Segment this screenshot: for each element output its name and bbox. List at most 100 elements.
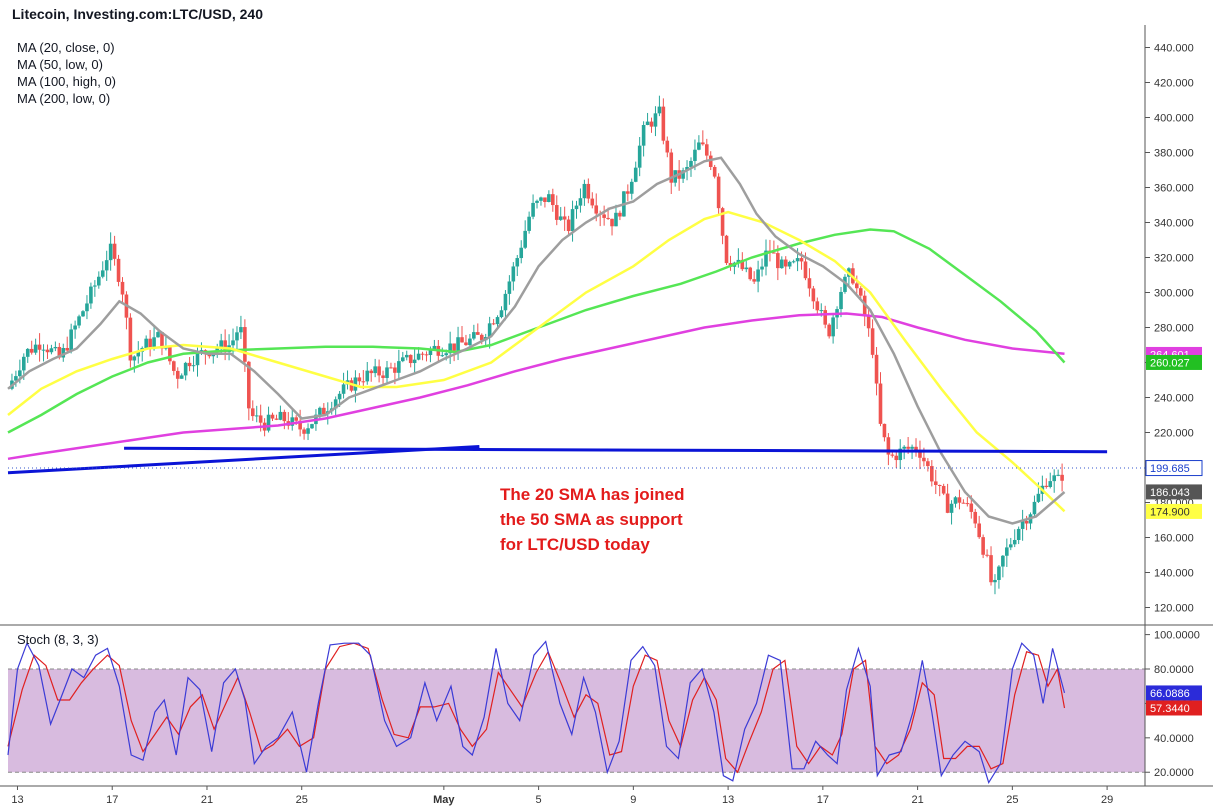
candle-body <box>1016 528 1021 540</box>
candle-body <box>811 288 816 302</box>
candle-body <box>961 502 966 504</box>
candle-body <box>400 357 405 362</box>
candle-body <box>539 197 543 201</box>
price-badge-4: 186.043 <box>1150 487 1190 499</box>
candle-body <box>389 367 393 369</box>
candle-body <box>306 428 310 434</box>
candle-body <box>547 194 551 202</box>
candle-body <box>112 243 117 259</box>
candle-body <box>957 497 962 503</box>
candle-body <box>85 303 89 312</box>
candle-body <box>25 348 30 357</box>
candle-body <box>1008 544 1013 548</box>
candle-body <box>270 414 275 419</box>
candle-body <box>693 149 697 161</box>
candle-body <box>444 353 449 356</box>
candle-body <box>515 258 520 267</box>
candle-body <box>511 266 516 282</box>
candle-body <box>97 276 101 286</box>
candle-body <box>945 493 950 513</box>
candle-body <box>566 219 571 232</box>
candle-body <box>902 446 906 449</box>
candle-body <box>815 301 820 311</box>
candle-body <box>460 337 464 343</box>
price-axis-tick-label: 400.000 <box>1154 113 1194 125</box>
candle-body <box>637 145 642 168</box>
candle-body <box>993 579 997 583</box>
stoch-axis-tick-label: 80.0000 <box>1154 664 1194 676</box>
stoch-badge-1-bg <box>1146 685 1202 701</box>
candle-body <box>740 259 745 270</box>
candle-body <box>100 270 105 277</box>
candle-body <box>136 351 141 357</box>
candle-body <box>681 170 685 179</box>
candle-body <box>949 503 954 513</box>
candle-body <box>1060 474 1064 481</box>
candle-body <box>985 554 989 556</box>
candle-body <box>456 337 460 351</box>
candle-body <box>49 348 54 353</box>
candle-body <box>108 243 113 261</box>
candle-body <box>448 343 452 354</box>
price-axis-tick-label: 220.000 <box>1154 428 1194 440</box>
candle-body <box>937 484 942 486</box>
candle-body <box>926 461 930 467</box>
candle-body <box>669 152 674 183</box>
candle-body <box>183 362 188 376</box>
time-axis-tick-label: 25 <box>296 794 308 806</box>
candle-body <box>712 166 717 177</box>
candle-body <box>278 411 283 420</box>
candle-body <box>175 370 180 379</box>
stoch-badge-2-bg <box>1146 700 1202 716</box>
candle-body <box>408 354 413 364</box>
candle-body <box>977 523 981 538</box>
candle-body <box>748 267 753 280</box>
candle-body <box>254 415 259 417</box>
candle-body <box>574 205 579 210</box>
candle-body <box>377 366 381 376</box>
candle-body <box>1012 539 1017 545</box>
candle-body <box>578 198 583 206</box>
candle-body <box>195 351 200 366</box>
candle-body <box>89 286 93 304</box>
candle-body <box>570 209 575 232</box>
candle-body <box>989 555 993 583</box>
candle-body <box>499 310 504 318</box>
candle-body <box>562 216 567 220</box>
candle-body <box>803 261 808 279</box>
candle-body <box>886 437 891 455</box>
candle-body <box>554 205 559 220</box>
candle-body <box>551 194 555 206</box>
candle-body <box>393 367 397 373</box>
candle-body <box>1005 547 1009 556</box>
candle-body <box>685 166 689 171</box>
candle-body <box>223 340 227 353</box>
candle-body <box>144 338 148 348</box>
price-axis-tick-label: 440.000 <box>1154 43 1194 55</box>
candle-body <box>132 356 137 361</box>
candle-body <box>476 332 480 335</box>
candle-body <box>626 191 630 194</box>
candle-body <box>1048 481 1053 487</box>
candle-body <box>33 344 38 353</box>
candle-body <box>294 417 298 421</box>
candle-body <box>53 346 58 349</box>
candle-body <box>799 258 804 262</box>
candle-body <box>649 121 654 127</box>
candle-body <box>18 370 22 377</box>
candle-body <box>839 291 843 310</box>
candle-body <box>586 183 591 199</box>
candle-body <box>1001 555 1005 567</box>
candle-body <box>823 310 828 325</box>
candle-body <box>629 181 634 194</box>
candle-body <box>882 423 887 438</box>
candle-body <box>412 359 417 364</box>
candle-body <box>661 106 666 141</box>
candle-body <box>653 113 658 127</box>
candlesticks <box>10 95 1064 595</box>
candle-body <box>104 260 109 271</box>
candle-body <box>874 354 879 384</box>
time-axis-tick-label: 17 <box>817 794 829 806</box>
candle-body <box>41 349 46 351</box>
price-badge-2: 260.027 <box>1150 357 1190 369</box>
